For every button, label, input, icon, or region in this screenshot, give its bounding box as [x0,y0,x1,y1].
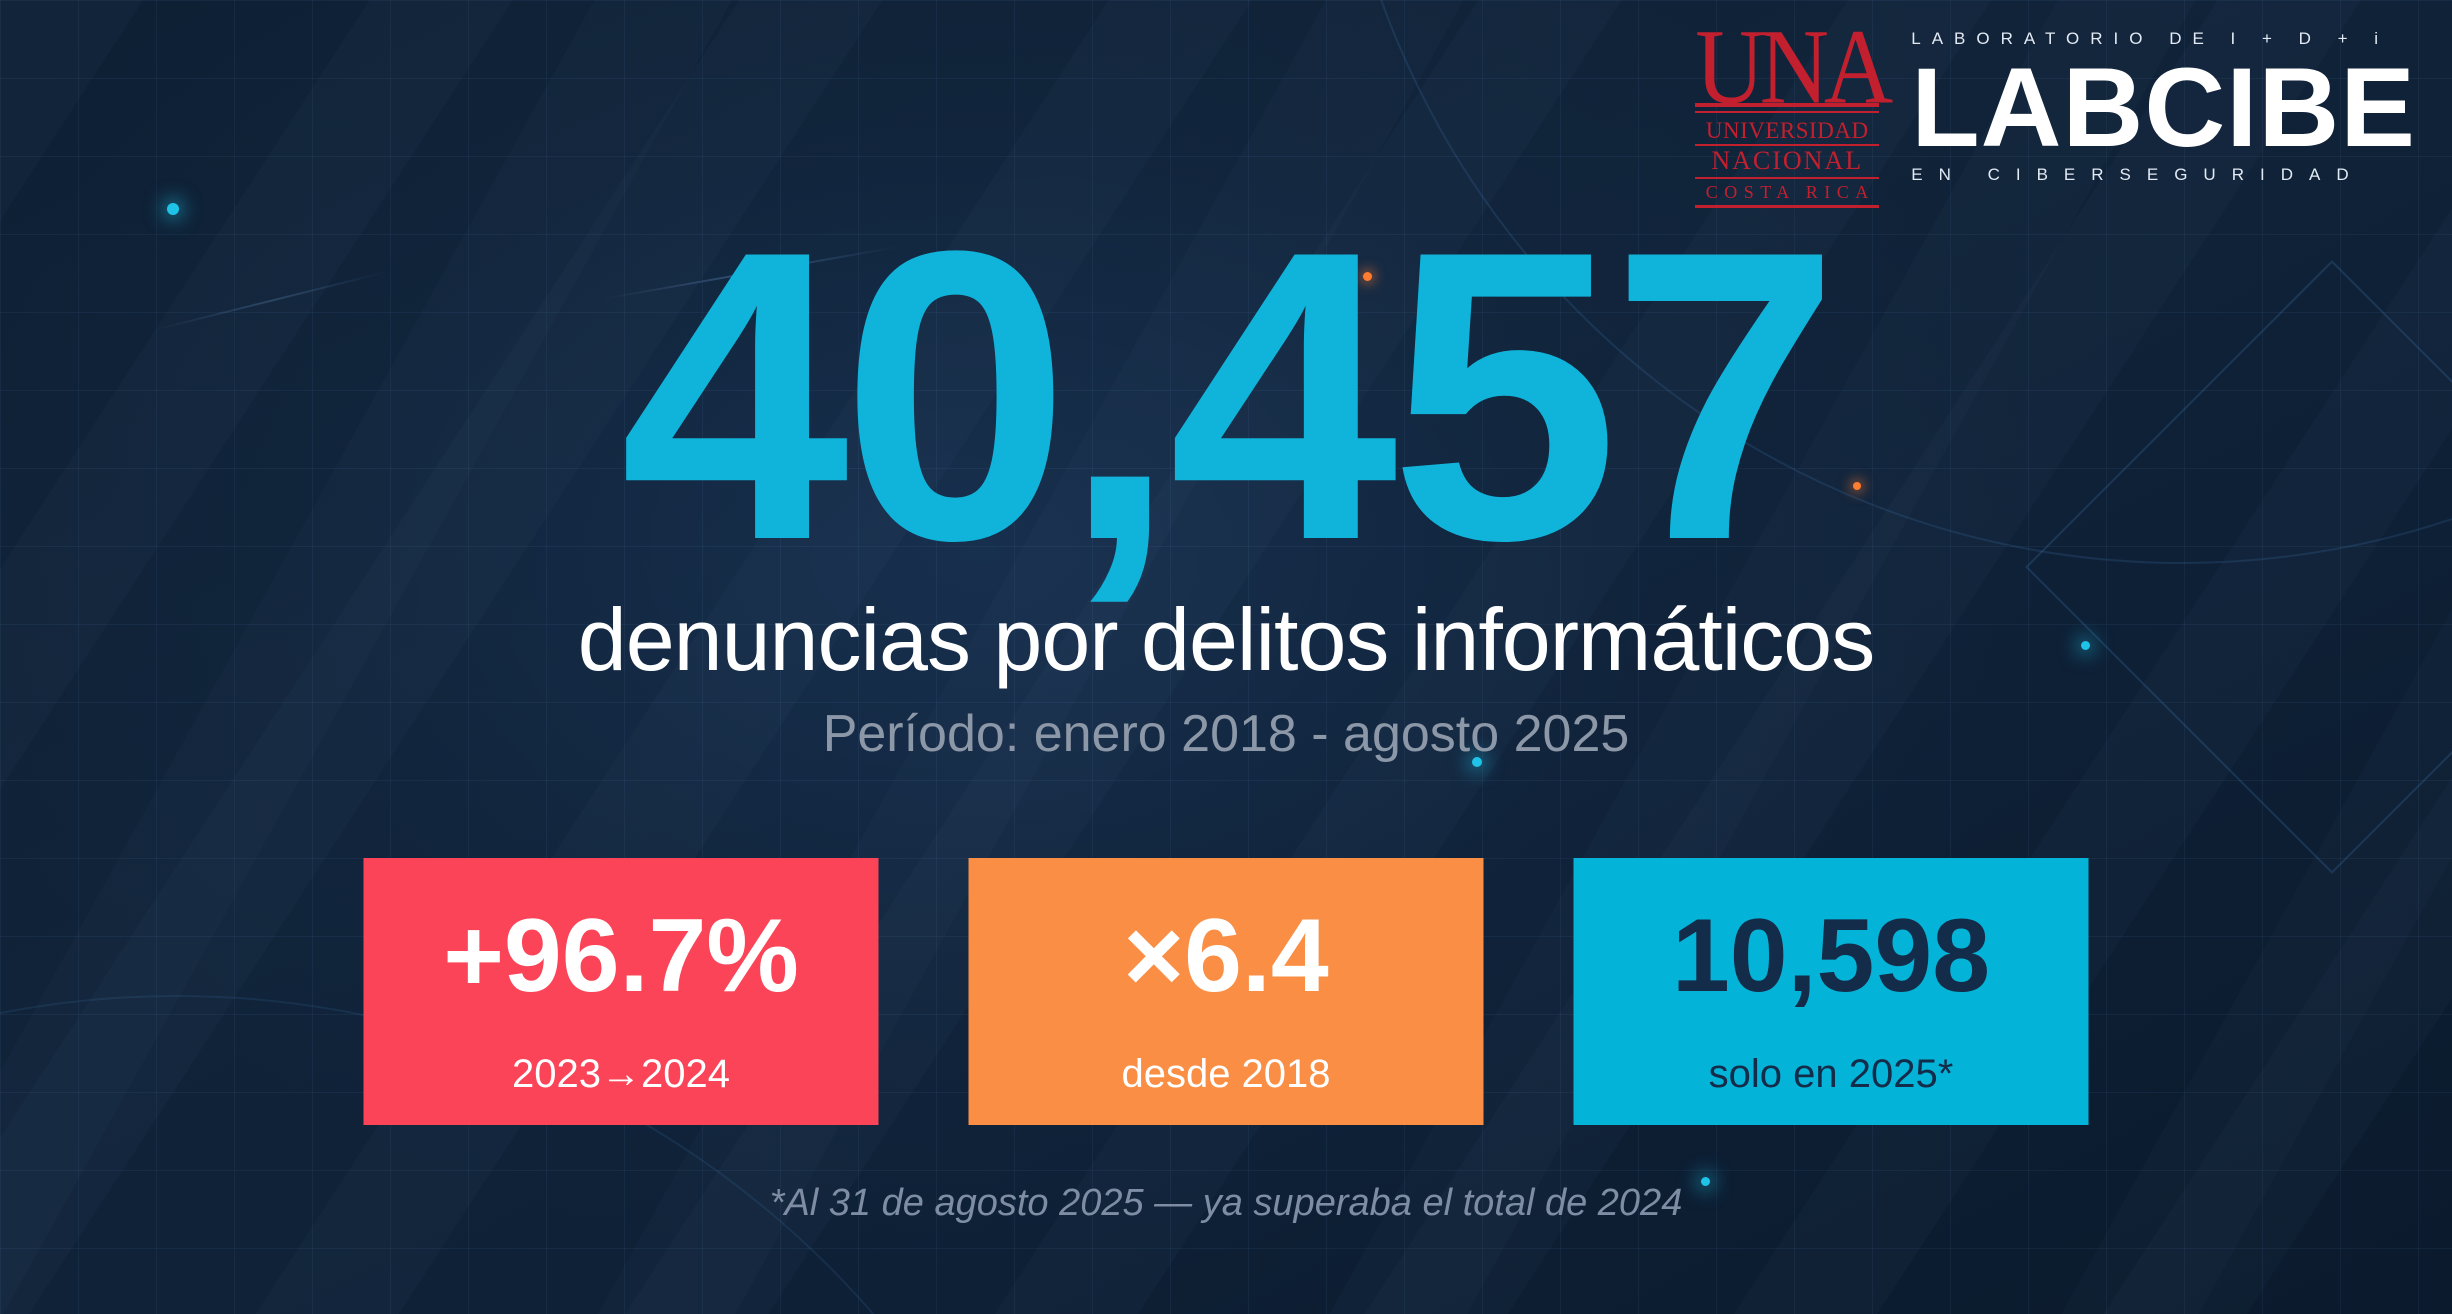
stat-value: ×6.4 [1123,897,1329,1014]
una-logo: UNA UNIVERSIDAD NACIONAL COSTA RICA [1695,6,1893,209]
labcibe-tagline-top: LABORATORIO DE I + D + i [1911,29,2390,48]
glow-dot-cyan [167,203,179,215]
stat-label: solo en 2025* [1708,1051,1954,1096]
una-rule [1695,205,1880,209]
stat-card-2025: 10,598 solo en 2025* [1573,858,2089,1125]
headline: denuncias por delitos informáticos [577,590,1875,689]
una-nacional-label: NACIONAL [1711,146,1864,176]
stat-label: 2023→2024 [512,1051,730,1096]
una-rule [1695,177,1880,180]
una-universidad-label: UNIVERSIDAD [1705,118,1869,144]
una-costa-rica-label: COSTA RICA [1705,182,1875,203]
una-rule [1695,103,1880,114]
stat-value: +96.7% [443,897,799,1014]
stat-card-multiplier: ×6.4 desde 2018 [968,858,1484,1125]
stat-card-growth: +96.7% 2023→2024 [363,858,879,1125]
glow-dot-cyan [1472,757,1482,767]
hero-section: 40,457 denuncias por delitos informático… [577,166,1875,763]
glow-dot-orange [1853,482,1861,490]
labcibe-tagline-bottom: EN CIBERSEGURIDAD [1911,164,2365,184]
glow-dot-cyan [2081,641,2090,650]
total-count-value: 40,457 [619,166,1840,626]
una-rule [1695,144,1880,147]
glow-dot-orange [1363,272,1372,281]
stat-label: desde 2018 [1121,1051,1331,1096]
stat-value: 10,598 [1671,897,1991,1014]
labcibe-wordmark: LABCIBE [1911,45,2416,170]
footnote: *Al 31 de agosto 2025 — ya superaba el t… [769,1182,1683,1224]
glow-dot-cyan [1701,1177,1710,1186]
una-acronym: UNA [1695,6,1893,127]
labcibe-logo: LABORATORIO DE I + D + i LABCIBE EN CIBE… [1911,12,2416,185]
period-subtitle: Período: enero 2018 - agosto 2025 [822,705,1630,763]
header-logos: UNA UNIVERSIDAD NACIONAL COSTA RICA LABO… [1695,6,2416,209]
stat-cards-row: +96.7% 2023→2024 ×6.4 desde 2018 10,598 … [363,858,2089,1125]
